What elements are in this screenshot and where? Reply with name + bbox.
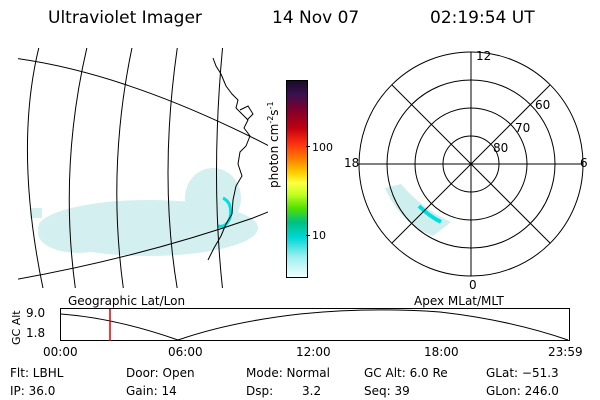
coastline-island [239, 105, 254, 121]
dsp-value: 3.2 [302, 384, 322, 398]
aurora-emission-geo [30, 168, 258, 256]
latitude-grid [18, 58, 268, 280]
aurora-bright-polar [417, 204, 442, 224]
apex-label: Apex MLat/MLT [414, 294, 504, 308]
filter-info: Flt: LBHL [10, 366, 64, 380]
intensity-colorbar [286, 80, 308, 278]
mlat-label-60: 60 [535, 98, 550, 112]
glat-info: GLat: −51.3 [486, 366, 559, 380]
time-tick-2: 12:00 [296, 345, 331, 359]
colorbar-tick-100: 100 [312, 141, 333, 154]
alt-bottom-value: 1.8 [26, 326, 46, 340]
polar-grid [358, 51, 584, 277]
colorbar-unit-label: photon cm-2s-1 [266, 101, 281, 188]
altitude-curve [60, 309, 569, 341]
instrument-title: Ultraviolet Imager [48, 8, 202, 28]
dsp-label: Dsp: [246, 384, 274, 398]
alt-top-value: 9.0 [26, 306, 46, 320]
aurora-emission-polar [385, 184, 451, 236]
colorbar-tick-10: 10 [312, 229, 326, 242]
time-tick-4: 23:59 [548, 345, 583, 359]
gc-alt-info: GC Alt: 6.0 Re [364, 366, 448, 380]
geographic-label: Geographic Lat/Lon [68, 294, 186, 308]
mlat-label-70: 70 [515, 121, 530, 135]
mlt-label-18: 18 [344, 156, 359, 170]
colorbar-tick-mark [306, 235, 310, 236]
colorbar-tick-mark [306, 146, 310, 147]
time-tick-1: 06:00 [168, 345, 203, 359]
mode-info: Mode: Normal [246, 366, 330, 380]
mlt-label-0: 0 [469, 278, 477, 292]
time-tick-0: 00:00 [43, 345, 78, 359]
image-date: 14 Nov 07 [272, 8, 360, 28]
gc-alt-axis-label: GC Alt [10, 310, 23, 345]
time-tick-3: 18:00 [424, 345, 459, 359]
seq-info: Seq: 39 [364, 384, 410, 398]
glon-info: GLon: 246.0 [486, 384, 559, 398]
gain-info: Gain: 14 [126, 384, 177, 398]
longitude-grid [26, 48, 224, 288]
geographic-map [18, 48, 268, 288]
door-info: Door: Open [126, 366, 195, 380]
mlt-label-6: 6 [580, 156, 588, 170]
mlt-label-12: 12 [476, 49, 491, 63]
polar-mlat-mlt-plot: 12 18 6 0 60 70 80 [344, 49, 588, 292]
ip-info: IP: 36.0 [10, 384, 56, 398]
mlat-label-80: 80 [493, 141, 508, 155]
orbit-altitude-timeline [60, 308, 570, 341]
image-time: 02:19:54 UT [430, 8, 535, 28]
coastline [207, 57, 251, 261]
